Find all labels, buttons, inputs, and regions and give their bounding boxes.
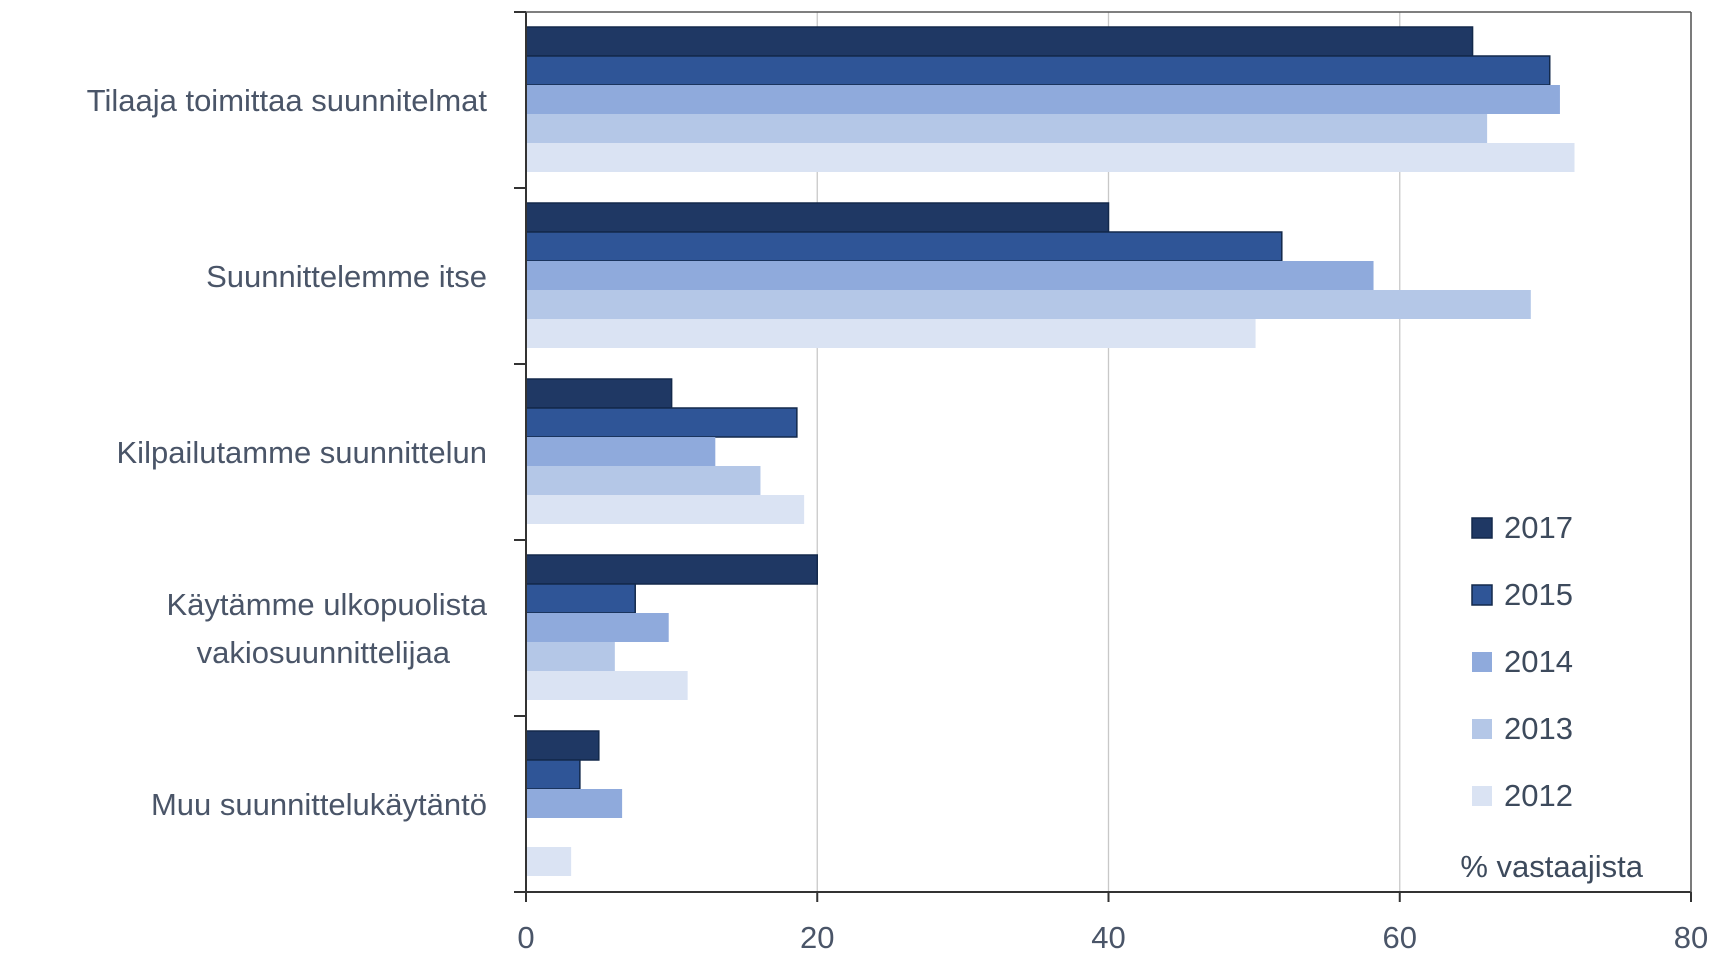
bar-2012-5 <box>526 847 572 876</box>
bar-2017-5 <box>525 730 600 761</box>
category-label: Tilaaja toimittaa suunnitelmat <box>87 83 488 118</box>
bar-2012-2 <box>526 319 1256 348</box>
category-label: Suunnittelemme itse <box>206 259 487 294</box>
legend-swatch-2017 <box>1471 517 1493 539</box>
bar-2013-1 <box>526 114 1488 143</box>
bar-2015-1 <box>525 55 1551 86</box>
bar-2014-3 <box>526 437 716 466</box>
bar-2017-4 <box>525 554 818 585</box>
bar-2017-3 <box>525 378 673 409</box>
x-tick-label: 80 <box>1674 920 1708 955</box>
bar-2014-4 <box>526 613 669 642</box>
x-tick-labels: 0 20 40 60 80 <box>517 920 1708 955</box>
category-label: Käytämme ulkopuolista <box>167 587 488 622</box>
category-labels: Tilaaja toimittaa suunnitelmat Suunnittel… <box>87 83 488 822</box>
legend-label-2017: 2017 <box>1504 510 1573 545</box>
x-tick-label: 0 <box>517 920 534 955</box>
bar-2017-2 <box>525 202 1110 233</box>
bar-2015-4 <box>525 583 636 614</box>
category-label: Kilpailutamme suunnittelun <box>117 435 488 470</box>
bar-2012-4 <box>526 671 688 700</box>
bar-2013-3 <box>526 466 761 495</box>
category-label: Muu suunnittelukäytäntö <box>151 787 487 822</box>
bar-2015-3 <box>525 407 798 438</box>
legend-label-2015: 2015 <box>1504 577 1573 612</box>
legend-swatch-2013 <box>1472 719 1492 739</box>
bars <box>525 26 1575 876</box>
legend-label-2014: 2014 <box>1504 644 1573 679</box>
bar-2012-1 <box>526 143 1575 172</box>
bar-2013-4 <box>526 642 615 671</box>
bar-2015-2 <box>525 231 1283 262</box>
category-label: vakiosuunnittelijaa <box>197 635 451 670</box>
bar-2014-2 <box>526 261 1374 290</box>
legend-label-2013: 2013 <box>1504 711 1573 746</box>
bar-2014-1 <box>526 85 1560 114</box>
axes <box>514 11 1692 902</box>
legend: 2017 2015 2014 2013 2012 <box>1471 510 1573 813</box>
x-tick-label: 60 <box>1383 920 1417 955</box>
legend-label-2012: 2012 <box>1504 778 1573 813</box>
bar-2013-2 <box>526 290 1531 319</box>
bar-2015-5 <box>525 759 581 790</box>
legend-swatch-2014 <box>1472 652 1492 672</box>
unit-label: % vastaajista <box>1460 849 1643 884</box>
bar-2017-1 <box>525 26 1474 57</box>
x-tick-label: 20 <box>800 920 834 955</box>
x-tick-label: 40 <box>1091 920 1125 955</box>
bar-2014-5 <box>526 789 623 818</box>
legend-swatch-2015 <box>1471 584 1493 606</box>
bar-2012-3 <box>526 495 805 524</box>
legend-swatch-2012 <box>1472 786 1492 806</box>
